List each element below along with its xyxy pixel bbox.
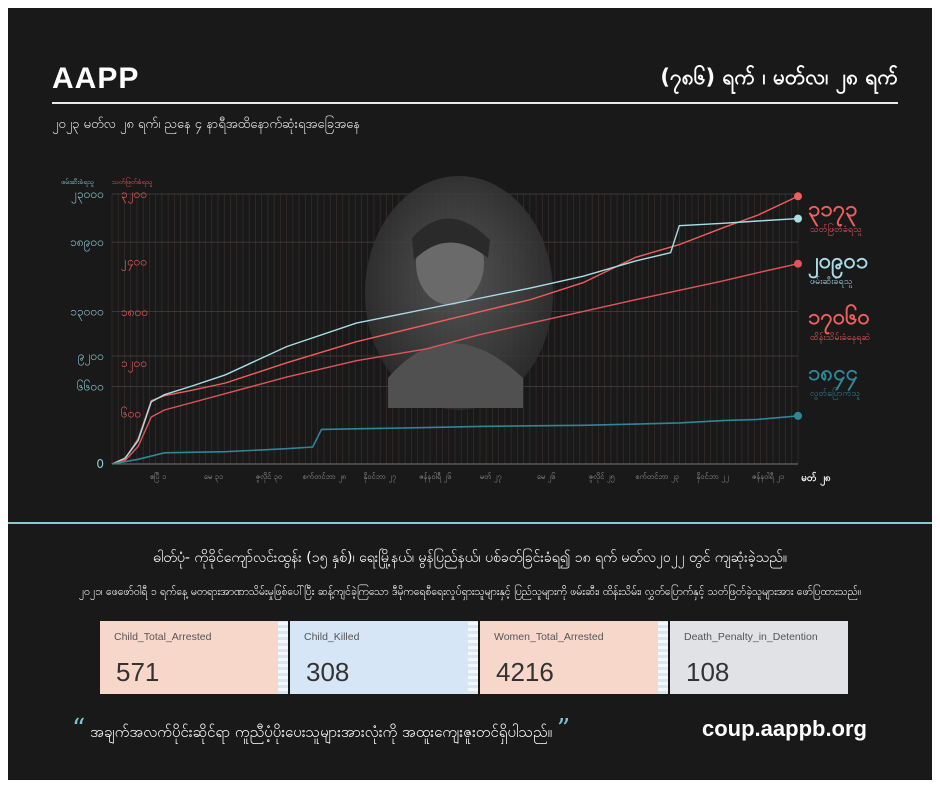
infographic-card: AAPP (၇၈၆) ရက် ၊ မတ်လ၊ ၂၈ ရက် ၂၀၂၃ မတ်လ … — [8, 8, 932, 780]
kpi-card-child-total-arrested: Child_Total_Arrested 571 — [100, 621, 288, 694]
x-axis-tick-label: ဇန်နဝါရီ ၂၆ — [419, 472, 451, 482]
right-axis-tick-label: ၂၄၀၀ — [121, 255, 147, 272]
kpi-label: Death_Penalty_in_Detention — [684, 631, 818, 643]
kpi-value: 571 — [116, 657, 160, 687]
website-link[interactable]: coup.aappb.org — [702, 716, 867, 741]
kpi-card-women-total-arrested: Women_Total_Arrested 4216 — [480, 621, 668, 694]
right-axis-unit-label: သတ်ဖြတ်ခံရသူ — [112, 177, 153, 187]
x-axis-tick-label: စက်တင်ဘာ ၂၈ — [303, 472, 347, 482]
legend-series-label: ထိန်းသိမ်းခံနေရဆဲ — [810, 332, 871, 344]
kpi-card-edge — [468, 621, 478, 694]
chart-series — [111, 192, 802, 465]
x-axis-tick-label: မေ ၃၁ — [204, 472, 223, 482]
x-axis-tick-label: ဇူလိုင် ၃၀ — [256, 472, 282, 482]
x-axis-tick-label: မတ် ၂၇ — [480, 472, 502, 482]
series-line — [111, 263, 799, 465]
kpi-label: Women_Total_Arrested — [494, 631, 604, 643]
kpi-card-edge — [278, 621, 288, 694]
left-axis-tick-label: ၁၈၉၀၀ — [70, 235, 104, 252]
close-quote-mark: ” — [556, 714, 571, 744]
kpi-label: Child_Total_Arrested — [114, 631, 212, 643]
kpi-card-edge — [658, 621, 668, 694]
kpi-card-child-killed: Child_Killed 308 — [290, 621, 478, 694]
x-axis-tick-label: ဧပြီ ၁ — [150, 472, 166, 482]
x-axis-end-label: မတ် ၂၈ — [801, 471, 831, 487]
legend-total-value: ၁၇၀၆၀ — [808, 303, 870, 335]
legend-series-label: လွတ်ပြောက်သူ — [810, 387, 860, 400]
series-end-point — [794, 192, 802, 201]
kpi-card-death-penalty-in-detention: Death_Penalty_in_Detention 108 — [670, 621, 848, 694]
left-axis-tick-label: ၆၆၀၀ — [77, 379, 104, 394]
photo-caption: ဓါတ်ပုံ- ကိုခိုင်ကျော်လင်းထွန်း (၁၅ နှစ်… — [153, 550, 787, 566]
x-axis-tick-label: နိုဝင်ဘာ ၂၇ — [362, 472, 396, 482]
explanatory-note: ၂၀၂၁၊ ဖေဖော်ဝါရီ ၁ ရက်နေ့ မတရားအာဏာသိမ်း… — [78, 586, 862, 598]
day-count-title: (၇၈၆) ရက် ၊ မတ်လ၊ ၂၈ ရက် — [660, 65, 898, 89]
right-axis-tick-label: ၁၂၀၀ — [121, 356, 147, 373]
kpi-value: 4216 — [496, 657, 554, 687]
section-divider — [8, 522, 932, 524]
victim-photo — [365, 176, 553, 410]
kpi-value: 308 — [306, 657, 350, 687]
series-end-point — [794, 214, 802, 223]
right-axis-tick-label: ၁၈၀၀ — [121, 305, 148, 319]
x-axis-tick-label: ဇူလိုင် ၂၅ — [589, 472, 615, 482]
left-axis-tick-label: ၂၃၀၀၀ — [71, 187, 104, 204]
right-axis-tick-label: ၃၂၀၀ — [121, 187, 147, 204]
left-axis-tick-label: 0 — [96, 457, 104, 471]
legend-series-label: သတ်ဖြတ်ခံရသူ — [810, 223, 862, 236]
brand-logo-text: AAPP — [52, 62, 140, 95]
x-axis-tick-label: စက်တင်ဘာ ၂၃ — [635, 472, 679, 482]
right-axis-tick-label: ၆၀၀ — [121, 405, 141, 420]
legend-total-value: ၁၈၄၄ — [808, 361, 858, 391]
x-axis-tick-label: နိုဝင်ဘာ ၂၂ — [695, 472, 729, 482]
x-axis-tick-label: မေ ၂၆ — [537, 472, 556, 482]
series-end-point — [794, 411, 802, 420]
series-end-point — [794, 259, 802, 268]
legend-total-value: ၃၁၇၃ — [808, 197, 858, 227]
status-subtitle: ၂၀၂၃ မတ်လ ၂၈ ရက်၊ ညနေ ၄ နာရီအထိနောက်ဆုံး… — [52, 117, 360, 132]
legend-series-label: ဖမ်းဆီးခံရသူ — [810, 276, 853, 288]
left-axis-unit-label: ဖမ်းဆီးခံရသူ — [61, 178, 94, 187]
series-line — [111, 415, 799, 465]
kpi-value: 108 — [686, 657, 730, 687]
left-axis-tick-label: ၉၂၀၀ — [78, 349, 104, 366]
kpi-label: Child_Killed — [304, 631, 360, 643]
chart-legend: ၃၁၇၃သတ်ဖြတ်ခံရသူ၂၀၉၀၁ဖမ်းဆီးခံရသူ၁၇၀၆၀ထိ… — [808, 197, 871, 400]
header-divider — [52, 102, 898, 104]
x-axis-tick-label: ဇန်နဝါရီ ၂၁ — [752, 472, 784, 482]
acknowledgement-text: အချက်အလက်ပိုင်းဆိုင်ရာ ကူညီပံ့ပိုးပေးသူမ… — [90, 723, 553, 741]
open-quote-mark: “ — [72, 714, 86, 744]
acknowledgement-quote: “ အချက်အလက်ပိုင်းဆိုင်ရာ ကူညီပံ့ပိုးပေးသ… — [72, 714, 570, 745]
series-line — [111, 217, 799, 465]
legend-total-value: ၂၀၉၀၁ — [808, 249, 868, 279]
left-axis-tick-label: ၁၃၀၀၀ — [70, 304, 104, 321]
